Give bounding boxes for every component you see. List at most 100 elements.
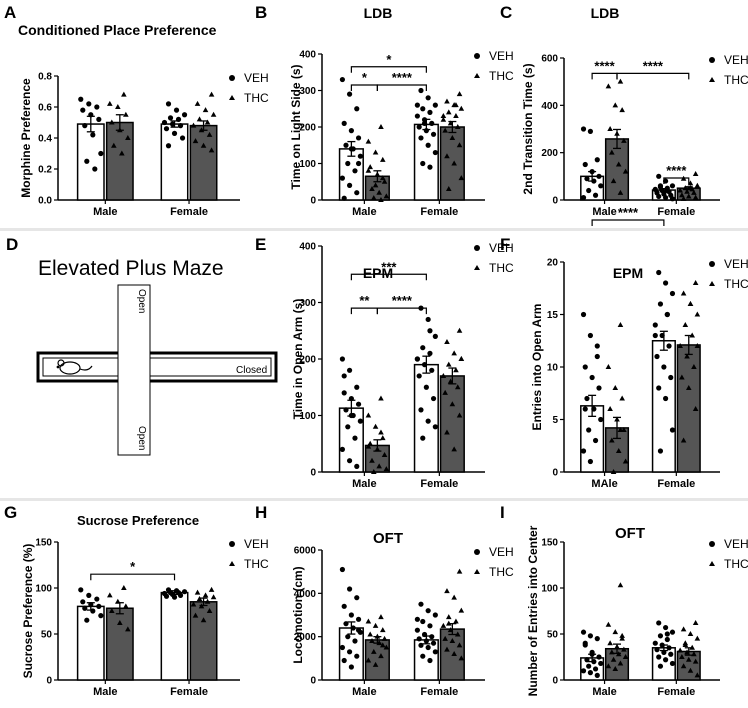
data-point-veh	[669, 660, 676, 667]
legend-thc-marker	[474, 569, 480, 574]
data-point-thc	[204, 598, 211, 604]
legend-veh-marker	[709, 261, 715, 267]
data-point-thc	[370, 469, 377, 474]
data-point-thc	[454, 124, 461, 129]
data-point-veh	[664, 636, 670, 643]
data-point-veh	[594, 672, 600, 679]
y-axis-label: Number of Entries into Center	[526, 525, 540, 696]
data-point-veh	[343, 621, 349, 627]
y-tick-label: 50	[41, 630, 53, 641]
data-point-thc	[610, 469, 617, 474]
data-point-veh	[586, 427, 592, 433]
data-point-thc	[208, 586, 215, 592]
data-point-thc	[609, 437, 615, 443]
data-point-veh	[181, 589, 188, 595]
data-point-veh	[662, 657, 669, 663]
y-tick-label: 400	[299, 50, 316, 61]
legend-veh-marker	[474, 549, 480, 555]
data-point-veh	[589, 651, 595, 657]
data-point-thc	[617, 78, 624, 84]
significance-label: ***	[381, 259, 397, 274]
data-point-thc	[677, 647, 683, 653]
data-point-veh	[414, 102, 420, 108]
significance-label: ****	[392, 70, 413, 85]
row-separator-1	[0, 228, 748, 231]
data-point-veh	[432, 333, 438, 339]
data-point-veh	[348, 664, 354, 670]
data-point-veh	[654, 353, 660, 360]
data-point-thc	[685, 656, 692, 662]
data-point-veh	[346, 586, 353, 592]
data-point-thc	[614, 130, 620, 136]
significance-bracket	[350, 307, 378, 315]
x-tick-label: Female	[420, 478, 458, 490]
panel-g: G Sucrose Preference Sucrose Preference (%…	[4, 503, 269, 698]
y-tick-label: 200	[299, 123, 316, 134]
data-point-veh	[414, 356, 420, 362]
significance-label: ****	[618, 205, 639, 220]
data-point-thc	[456, 327, 463, 333]
legend-veh-label: VEH	[489, 49, 514, 63]
data-point-veh	[98, 613, 104, 619]
data-point-thc	[453, 102, 459, 108]
data-point-thc	[379, 175, 386, 181]
data-point-thc	[689, 332, 695, 338]
x-tick-label: Female	[657, 686, 695, 698]
data-point-veh	[580, 668, 587, 674]
data-point-veh	[416, 124, 422, 130]
data-point-thc	[372, 661, 379, 667]
data-point-thc	[370, 648, 377, 654]
data-point-thc	[378, 197, 384, 202]
panel-h: H OFT Locomotion (cm) 0 2000 4000 6000 Male Fema…	[255, 503, 514, 698]
data-point-veh	[592, 666, 599, 672]
data-point-thc	[365, 657, 372, 663]
data-point-veh	[418, 407, 424, 413]
data-point-thc	[365, 443, 372, 449]
data-point-veh	[598, 660, 604, 667]
data-point-veh	[418, 135, 424, 141]
panel-letter-c: C	[500, 3, 512, 22]
data-point-veh	[420, 106, 426, 112]
data-point-veh	[414, 113, 420, 119]
legend-thc-marker	[709, 77, 715, 82]
data-point-thc	[107, 100, 113, 106]
data-point-veh	[669, 427, 676, 433]
data-point-thc	[687, 185, 694, 191]
data-point-thc	[374, 633, 381, 639]
y-tick-label: 400	[299, 242, 316, 253]
data-point-thc	[692, 280, 699, 285]
data-point-thc	[607, 126, 613, 131]
data-point-veh	[652, 640, 658, 646]
data-point-thc	[444, 339, 450, 345]
data-point-veh	[348, 146, 354, 152]
data-point-thc	[612, 102, 619, 108]
significance-bracket	[350, 84, 378, 92]
data-point-veh	[432, 149, 438, 156]
x-tick-label: Male	[592, 686, 616, 698]
data-point-thc	[378, 395, 384, 401]
open-top-label: Open	[136, 289, 147, 313]
legend-thc-marker	[474, 265, 480, 270]
data-point-veh	[352, 638, 358, 644]
data-point-veh	[167, 115, 174, 121]
data-point-thc	[453, 113, 459, 119]
data-point-thc	[607, 640, 613, 646]
data-point-veh	[584, 176, 590, 182]
data-point-veh	[666, 645, 672, 651]
legend-thc-label: THC	[489, 565, 514, 579]
data-point-veh	[580, 195, 587, 201]
x-tick-label: Male	[352, 478, 376, 490]
y-axis-label: Entries into Open Arm	[530, 304, 544, 431]
data-point-thc	[687, 180, 694, 186]
bar-thc	[105, 607, 134, 681]
data-point-veh	[84, 617, 90, 623]
legend-veh-label: VEH	[724, 537, 748, 551]
data-point-thc	[610, 656, 617, 662]
significance-bracket	[350, 273, 427, 281]
data-point-thc	[612, 629, 619, 635]
data-point-veh	[420, 618, 426, 625]
y-axis-label: Sucrose Preference (%)	[21, 544, 35, 679]
data-point-thc	[444, 153, 450, 159]
data-point-veh	[659, 332, 665, 339]
data-point-thc	[449, 134, 456, 140]
